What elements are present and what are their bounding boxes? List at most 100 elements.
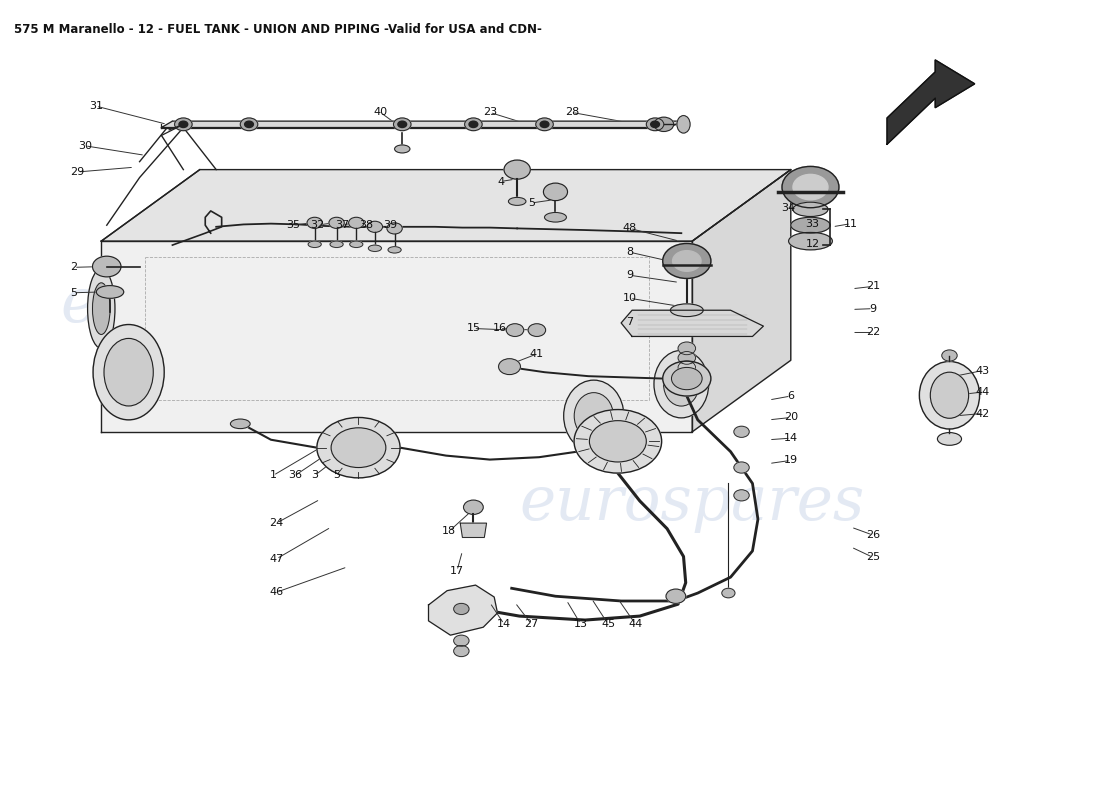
- Ellipse shape: [388, 246, 401, 253]
- Text: 9: 9: [869, 304, 877, 314]
- Ellipse shape: [789, 232, 833, 250]
- Text: 16: 16: [493, 323, 507, 334]
- Circle shape: [654, 117, 673, 131]
- Circle shape: [734, 490, 749, 501]
- Text: 26: 26: [866, 530, 880, 540]
- Text: 13: 13: [573, 619, 587, 629]
- Circle shape: [179, 121, 188, 127]
- Text: 8: 8: [626, 247, 634, 258]
- Ellipse shape: [88, 269, 116, 348]
- Circle shape: [469, 121, 477, 127]
- Text: 44: 44: [976, 387, 989, 397]
- Text: 39: 39: [383, 220, 397, 230]
- Polygon shape: [101, 170, 791, 241]
- Ellipse shape: [508, 198, 526, 206]
- Circle shape: [329, 218, 344, 229]
- Ellipse shape: [104, 338, 153, 406]
- Polygon shape: [162, 121, 681, 127]
- Text: 34: 34: [781, 202, 795, 213]
- Ellipse shape: [654, 350, 708, 418]
- Ellipse shape: [92, 283, 110, 334]
- Circle shape: [647, 118, 663, 130]
- Circle shape: [394, 118, 411, 130]
- Text: 15: 15: [466, 323, 481, 334]
- Text: 17: 17: [450, 566, 464, 576]
- Text: 23: 23: [483, 107, 497, 118]
- Text: eurospares: eurospares: [519, 474, 865, 534]
- Text: 41: 41: [530, 349, 543, 359]
- Circle shape: [942, 350, 957, 361]
- Circle shape: [722, 588, 735, 598]
- Circle shape: [367, 222, 383, 232]
- Ellipse shape: [574, 393, 614, 439]
- Circle shape: [662, 243, 711, 278]
- Ellipse shape: [676, 115, 690, 133]
- Text: 28: 28: [564, 107, 579, 118]
- Circle shape: [782, 166, 839, 208]
- Circle shape: [793, 174, 828, 200]
- Text: 14: 14: [783, 433, 798, 443]
- Text: 21: 21: [866, 282, 880, 291]
- Circle shape: [734, 462, 749, 473]
- Text: 5: 5: [528, 198, 535, 208]
- Circle shape: [590, 421, 647, 462]
- Ellipse shape: [793, 202, 828, 217]
- Circle shape: [317, 418, 400, 478]
- Text: 35: 35: [286, 220, 300, 230]
- Circle shape: [453, 603, 469, 614]
- Ellipse shape: [937, 433, 961, 446]
- Ellipse shape: [931, 372, 969, 418]
- Circle shape: [678, 351, 695, 364]
- Text: 47: 47: [270, 554, 284, 564]
- Polygon shape: [621, 310, 763, 337]
- Text: 3: 3: [311, 470, 318, 481]
- Ellipse shape: [94, 325, 164, 420]
- Text: 37: 37: [336, 220, 349, 230]
- Circle shape: [349, 218, 364, 229]
- Circle shape: [506, 324, 524, 337]
- Circle shape: [463, 500, 483, 514]
- Circle shape: [464, 118, 482, 130]
- Text: 18: 18: [442, 526, 456, 536]
- Circle shape: [662, 361, 711, 396]
- Text: 44: 44: [628, 619, 642, 629]
- Text: 48: 48: [623, 223, 637, 234]
- Text: 42: 42: [976, 409, 989, 418]
- Circle shape: [678, 361, 695, 374]
- Ellipse shape: [350, 241, 363, 247]
- Circle shape: [498, 358, 520, 374]
- Text: 20: 20: [783, 413, 798, 422]
- Text: 30: 30: [78, 141, 92, 150]
- Polygon shape: [460, 523, 486, 538]
- Ellipse shape: [230, 419, 250, 429]
- Circle shape: [536, 118, 553, 130]
- Text: 575 M Maranello - 12 - FUEL TANK - UNION AND PIPING -Valid for USA and CDN-: 575 M Maranello - 12 - FUEL TANK - UNION…: [13, 22, 541, 36]
- Circle shape: [540, 121, 549, 127]
- Ellipse shape: [544, 213, 566, 222]
- Circle shape: [175, 118, 192, 130]
- Text: 38: 38: [359, 220, 373, 230]
- Ellipse shape: [368, 245, 382, 251]
- Text: 12: 12: [805, 239, 820, 250]
- Circle shape: [387, 223, 403, 234]
- Circle shape: [244, 121, 253, 127]
- Circle shape: [672, 250, 701, 271]
- Text: 27: 27: [525, 619, 539, 629]
- Ellipse shape: [663, 362, 700, 406]
- Text: 24: 24: [270, 518, 284, 528]
- Circle shape: [543, 183, 568, 201]
- Ellipse shape: [920, 362, 980, 429]
- Ellipse shape: [563, 380, 624, 452]
- Text: 31: 31: [89, 101, 102, 111]
- Text: 45: 45: [601, 619, 615, 629]
- Ellipse shape: [308, 241, 321, 247]
- Circle shape: [574, 410, 661, 473]
- Text: 5: 5: [333, 470, 340, 481]
- Polygon shape: [101, 241, 692, 432]
- Circle shape: [92, 256, 121, 277]
- Ellipse shape: [97, 286, 123, 298]
- Text: 46: 46: [270, 587, 284, 598]
- Circle shape: [651, 121, 659, 127]
- Circle shape: [240, 118, 257, 130]
- Text: 43: 43: [976, 366, 989, 376]
